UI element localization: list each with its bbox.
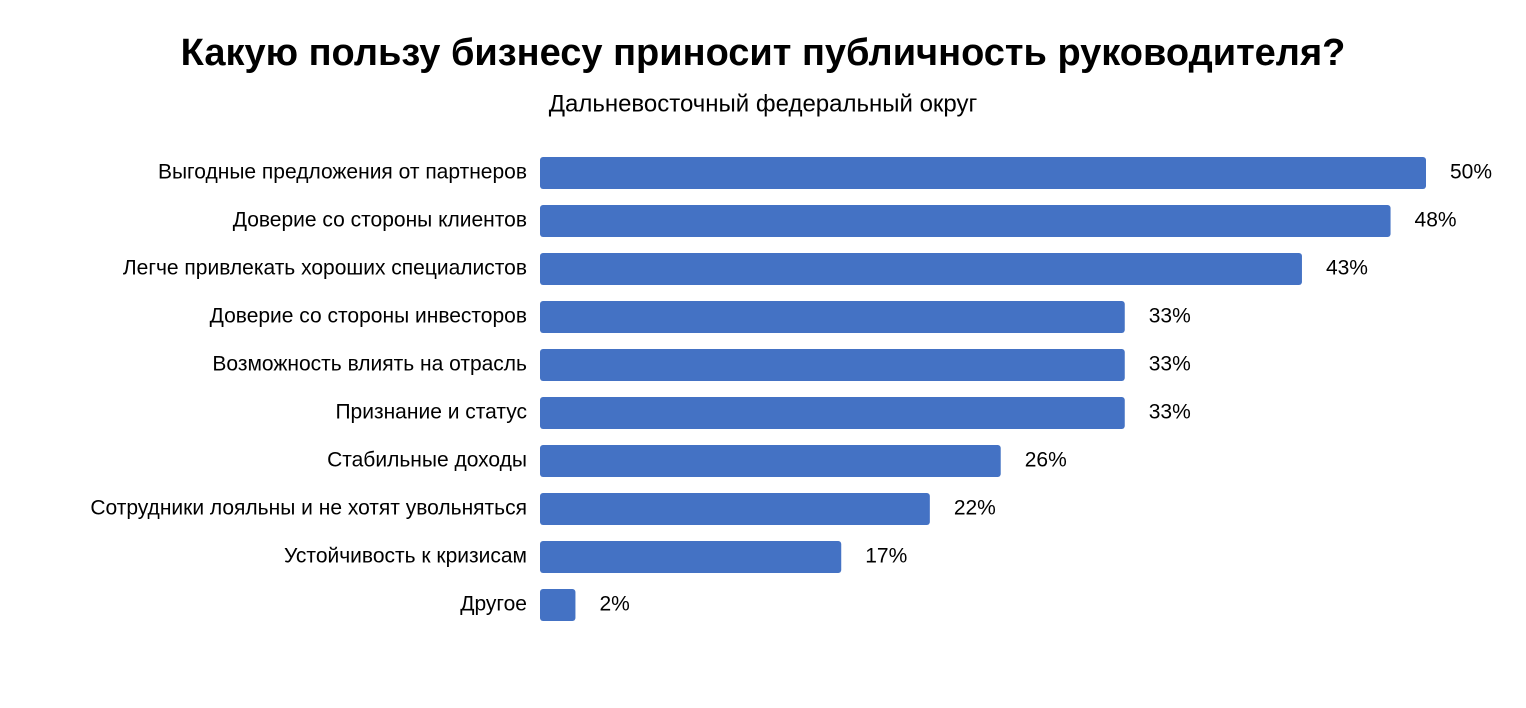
bar [540, 397, 1125, 429]
value-label: 33% [1149, 353, 1191, 376]
bar [540, 253, 1302, 285]
category-label: Сотрудники лояльны и не хотят увольнятьс… [90, 497, 527, 520]
value-label: 33% [1149, 401, 1191, 424]
category-label: Другое [460, 593, 527, 616]
chart-subtitle: Дальневосточный федеральный округ [549, 90, 978, 117]
bar [540, 349, 1125, 381]
bar [540, 589, 576, 621]
bar [540, 157, 1426, 189]
bar [540, 541, 842, 573]
chart-title: Какую пользу бизнесу приносит публичност… [181, 32, 1346, 74]
category-label: Стабильные доходы [327, 449, 527, 472]
category-label: Устойчивость к кризисам [284, 545, 527, 568]
bar [540, 301, 1125, 333]
value-label: 26% [1025, 449, 1067, 472]
value-label: 50% [1450, 161, 1492, 184]
category-label: Доверие со стороны клиентов [233, 209, 527, 232]
value-label: 22% [954, 497, 996, 520]
value-label: 2% [599, 593, 629, 616]
bar [540, 445, 1001, 477]
category-label: Легче привлекать хороших специалистов [123, 257, 527, 280]
bar [540, 493, 930, 525]
category-label: Выгодные предложения от партнеров [158, 161, 527, 184]
category-label: Доверие со стороны инвесторов [210, 305, 527, 328]
category-label: Возможность влиять на отрасль [212, 353, 527, 376]
value-label: 33% [1149, 305, 1191, 328]
bar [540, 205, 1391, 237]
value-label: 48% [1415, 209, 1457, 232]
value-label: 17% [865, 545, 907, 568]
value-label: 43% [1326, 257, 1368, 280]
category-label: Признание и статус [335, 401, 527, 424]
